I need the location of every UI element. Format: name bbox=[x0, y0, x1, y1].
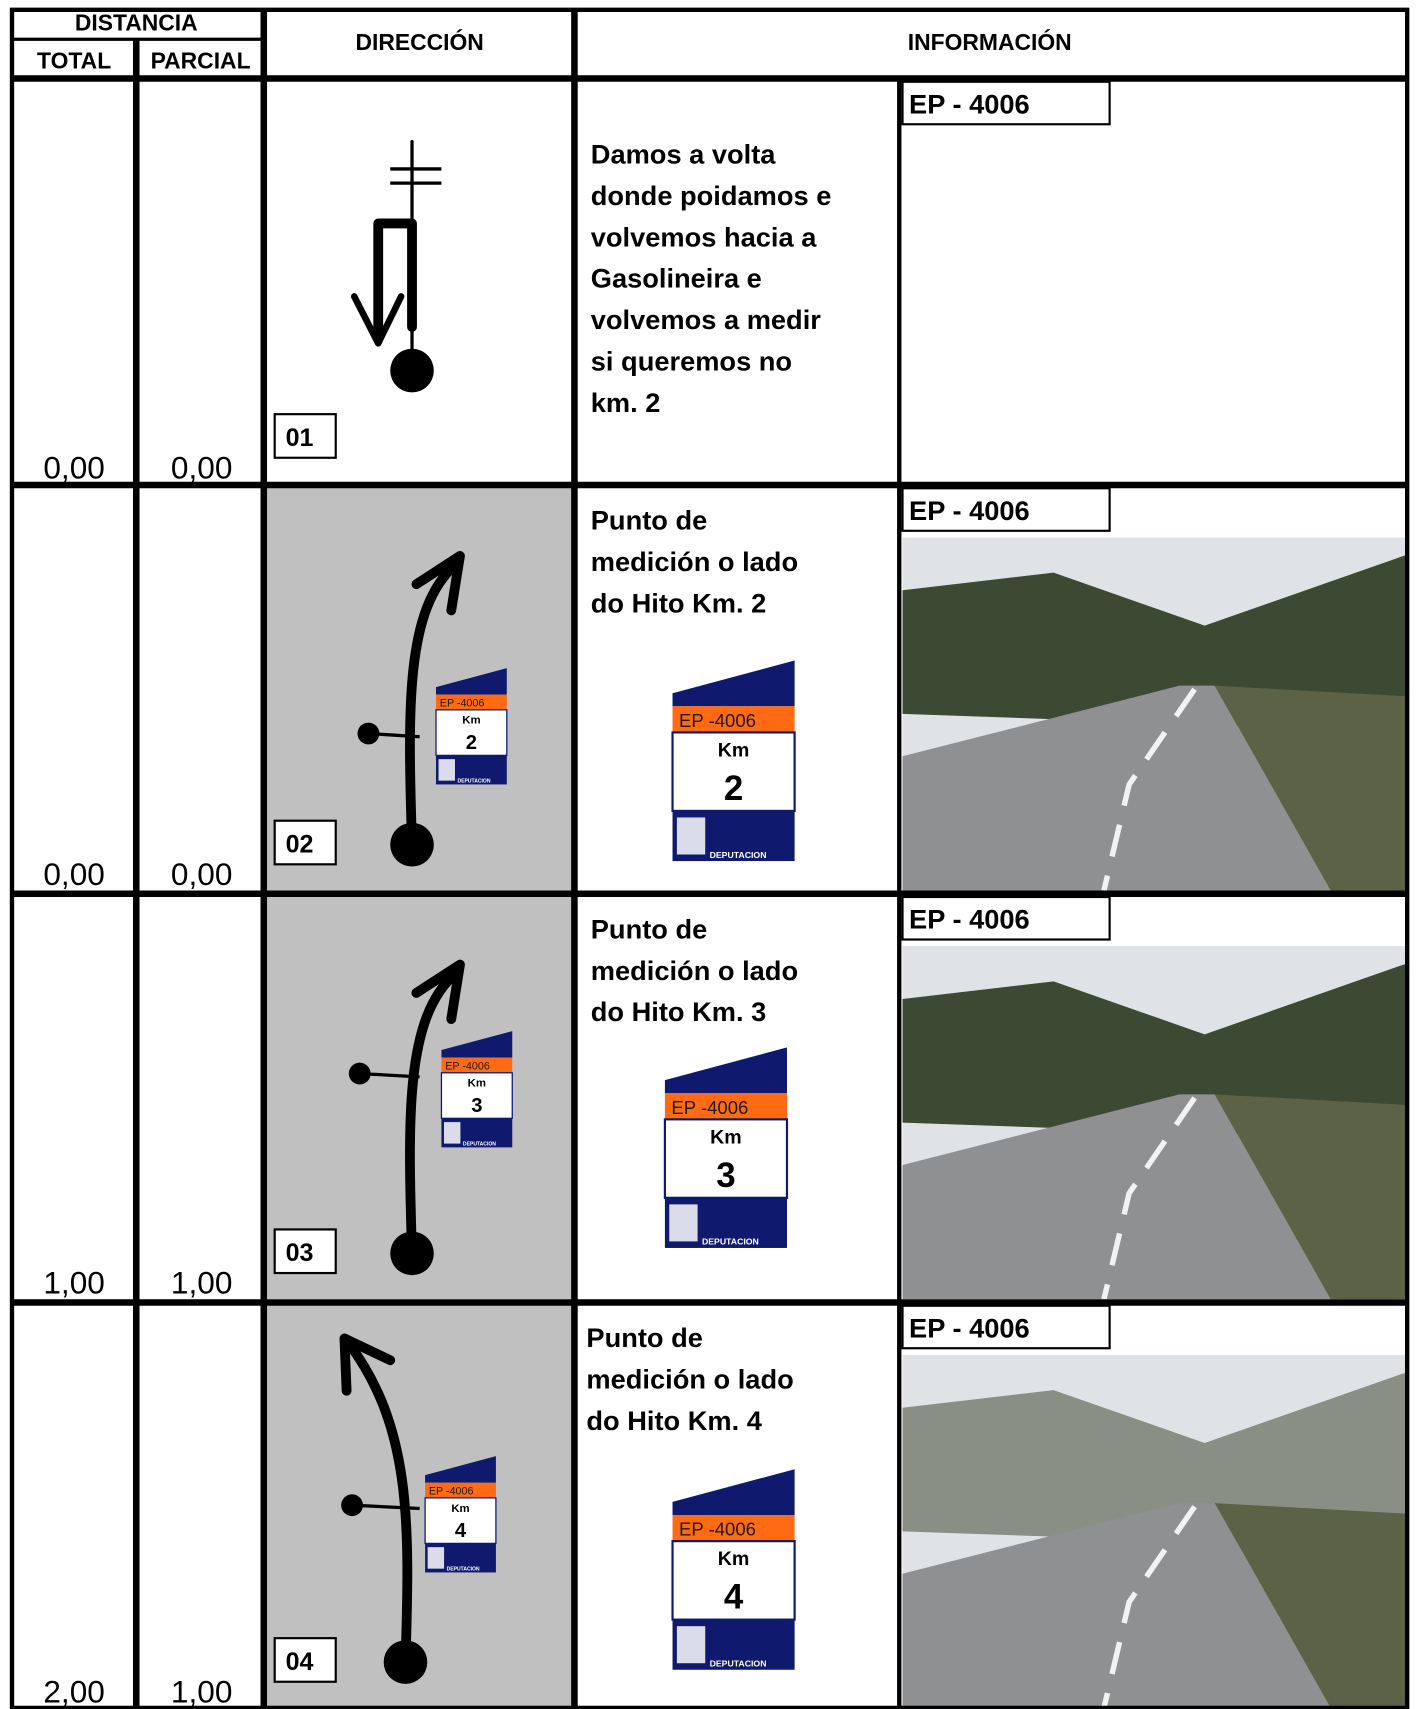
photo bbox=[903, 946, 1407, 1299]
sign-org: DEPUTACION bbox=[702, 1237, 759, 1247]
info-text: volvemos hacia a bbox=[591, 221, 817, 252]
sign-unit: Km bbox=[462, 715, 480, 727]
sign-org: DEPUTACION bbox=[457, 779, 490, 785]
km-sign: EP -4006 Km 4 DEPUTACION bbox=[673, 1469, 795, 1670]
total: 1,00 bbox=[43, 1265, 105, 1301]
sign-km: 4 bbox=[455, 1520, 467, 1542]
parcial: 1,00 bbox=[171, 1673, 233, 1709]
info-text: Punto de bbox=[586, 1322, 703, 1353]
sign-org: DEPUTACION bbox=[463, 1141, 496, 1147]
sign-logo bbox=[444, 1122, 460, 1143]
info-text: donde poidamos e bbox=[591, 180, 832, 211]
sign-km: 2 bbox=[466, 732, 477, 754]
info-text: medición o lado bbox=[591, 955, 798, 986]
total: 0,00 bbox=[43, 449, 105, 485]
sign-km: 4 bbox=[724, 1578, 744, 1617]
km-sign: EP -4006 Km 3 DEPUTACION bbox=[441, 1031, 512, 1147]
info-text: do Hito Km. 2 bbox=[591, 588, 767, 619]
sign-road: EP -4006 bbox=[440, 698, 485, 710]
sign-logo bbox=[669, 1204, 697, 1241]
sign-unit: Km bbox=[718, 739, 750, 761]
sign-logo bbox=[439, 759, 455, 780]
start-dot bbox=[390, 1232, 434, 1276]
branch-dot bbox=[349, 1063, 371, 1085]
branch-dot bbox=[341, 1494, 363, 1516]
sign-unit: Km bbox=[718, 1548, 750, 1570]
sign-road: EP -4006 bbox=[445, 1061, 490, 1073]
road: EP - 4006 bbox=[909, 495, 1030, 526]
sign-org: DEPUTACION bbox=[710, 1658, 767, 1668]
total: 2,00 bbox=[43, 1673, 105, 1709]
photo bbox=[903, 537, 1407, 890]
branch-dot bbox=[358, 723, 380, 745]
info-text: medición o lado bbox=[591, 546, 798, 577]
sign-unit: Km bbox=[710, 1126, 742, 1148]
sign-km: 3 bbox=[471, 1095, 482, 1117]
info-text: volvemos a medir bbox=[591, 304, 821, 335]
header-direccion: DIRECCIÓN bbox=[355, 29, 483, 55]
info-text: Damos a volta bbox=[591, 138, 777, 169]
start-dot bbox=[390, 823, 434, 867]
km-sign: EP -4006 Km 4 DEPUTACION bbox=[425, 1456, 496, 1572]
sign-road: EP -4006 bbox=[671, 1097, 748, 1118]
photo bbox=[903, 1355, 1407, 1708]
header-distancia: DISTANCIA bbox=[75, 10, 198, 36]
sign-logo bbox=[677, 1626, 705, 1663]
number: 04 bbox=[286, 1648, 314, 1676]
sign-unit: Km bbox=[468, 1078, 486, 1090]
header-total: TOTAL bbox=[37, 48, 111, 74]
parcial: 0,00 bbox=[171, 449, 233, 485]
sign-org: DEPUTACION bbox=[447, 1567, 480, 1573]
header-parcial: PARCIAL bbox=[151, 48, 251, 74]
info-text: do Hito Km. 4 bbox=[586, 1405, 762, 1436]
parcial: 1,00 bbox=[171, 1265, 233, 1301]
sign-km: 2 bbox=[724, 769, 743, 808]
info-text: medición o lado bbox=[586, 1364, 793, 1395]
sign-logo bbox=[428, 1547, 444, 1568]
sign-road: EP -4006 bbox=[679, 710, 756, 731]
info-text: Punto de bbox=[591, 505, 708, 536]
header-informacion: INFORMACIÓN bbox=[908, 29, 1072, 55]
start-dot bbox=[384, 1640, 428, 1684]
km-sign: EP -4006 Km 2 DEPUTACION bbox=[673, 660, 795, 861]
road: EP - 4006 bbox=[909, 1312, 1030, 1343]
sign-org: DEPUTACION bbox=[710, 850, 767, 860]
km-sign: EP -4006 Km 2 DEPUTACION bbox=[436, 668, 507, 784]
road: EP - 4006 bbox=[909, 88, 1030, 119]
sign-km: 3 bbox=[716, 1156, 735, 1195]
start-dot bbox=[390, 349, 434, 393]
parcial: 0,00 bbox=[171, 856, 233, 892]
number: 01 bbox=[286, 424, 314, 452]
sign-road: EP -4006 bbox=[429, 1486, 474, 1498]
info-text: do Hito Km. 3 bbox=[591, 996, 767, 1027]
info-text: si queremos no bbox=[591, 346, 792, 377]
km-sign: EP -4006 Km 3 DEPUTACION bbox=[665, 1047, 787, 1248]
number: 03 bbox=[286, 1239, 314, 1267]
sign-logo bbox=[677, 817, 705, 854]
sign-unit: Km bbox=[451, 1503, 469, 1515]
road: EP - 4006 bbox=[909, 904, 1030, 935]
info-text: Punto de bbox=[591, 913, 708, 944]
info-text: Gasolineira e bbox=[591, 263, 762, 294]
total: 0,00 bbox=[43, 856, 105, 892]
roadbook: DISTANCIA TOTAL PARCIAL DIRECCIÓN INFORM… bbox=[0, 0, 1417, 1709]
info-text: km. 2 bbox=[591, 387, 661, 418]
number: 02 bbox=[286, 830, 314, 858]
sign-road: EP -4006 bbox=[679, 1519, 756, 1540]
